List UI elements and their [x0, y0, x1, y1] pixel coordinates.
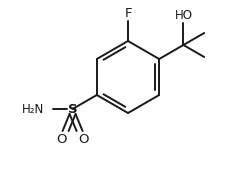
Text: H₂N: H₂N: [22, 103, 45, 116]
Text: O: O: [78, 133, 89, 146]
Text: S: S: [68, 103, 77, 116]
Text: F: F: [124, 7, 132, 20]
Text: O: O: [56, 133, 67, 146]
Text: HO: HO: [174, 9, 192, 22]
